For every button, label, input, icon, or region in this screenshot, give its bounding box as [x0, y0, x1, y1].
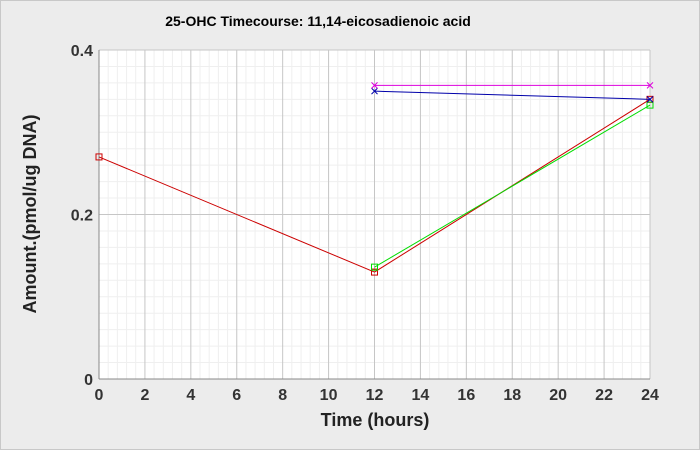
x-tick-label: 12: [366, 387, 384, 404]
data-point-stroke: [646, 95, 654, 103]
y-tick-label: 0.4: [71, 43, 93, 60]
chart-title: 25-OHC Timecourse: 11,14-eicosadienoic a…: [165, 13, 471, 29]
data-point: [646, 95, 654, 103]
x-tick-label: 6: [232, 387, 241, 404]
data-point: [371, 268, 378, 276]
y-tick-labels: 0 0.2 0.4: [71, 43, 93, 389]
x-tick-label: 22: [595, 387, 613, 404]
x-tick-label: 0: [95, 387, 104, 404]
x-tick-label: 2: [140, 387, 149, 404]
y-tick-label: 0: [84, 372, 93, 389]
data-point: [95, 153, 103, 161]
data-point: [371, 82, 378, 89]
data-point: [371, 87, 378, 95]
x-axis-label: Time (hours): [321, 410, 430, 430]
series-4: [371, 82, 654, 89]
x-tick-label: 16: [457, 387, 475, 404]
x-tick-label: 10: [320, 387, 338, 404]
x-tick-label: 8: [278, 387, 287, 404]
data-point: [371, 263, 378, 271]
x-tick-labels: 0 2 4 6 8 10 12 14 16 18 20 22 24: [95, 387, 659, 404]
series-line: [98, 98, 651, 273]
x-tick-label: 18: [503, 387, 521, 404]
data-point: [646, 101, 654, 109]
data-point-stroke: [371, 82, 378, 89]
data-point-stroke: [646, 82, 654, 89]
data-point: [646, 82, 654, 89]
x-tick-label: 14: [412, 387, 430, 404]
series-line: [374, 90, 651, 100]
series-line: [374, 104, 651, 268]
x-tick-label: 24: [641, 387, 659, 404]
x-tick-label: 20: [549, 387, 567, 404]
x-tick-label: 4: [186, 387, 195, 404]
series-layer: [95, 82, 654, 276]
y-axis-label: Amount.(pmol/ug DNA): [20, 115, 40, 314]
series-2: [371, 101, 654, 271]
data-point-stroke: [371, 87, 378, 95]
series-3: [371, 87, 654, 103]
y-tick-label: 0.2: [71, 208, 93, 225]
